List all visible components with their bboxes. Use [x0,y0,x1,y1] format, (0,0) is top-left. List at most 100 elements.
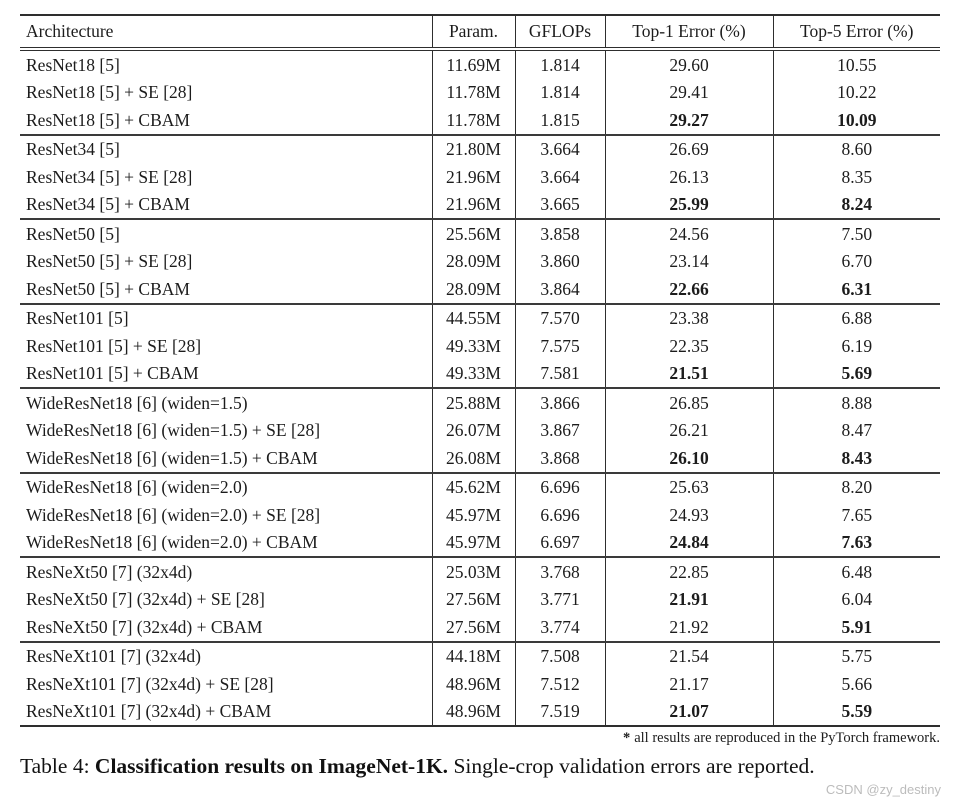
table-row: ResNet18 [5] + CBAM 11.78M 1.815 29.27 10.09 [20,106,940,135]
param-cell: 48.96M [431,670,515,698]
footnote-asterisk: * [622,730,631,746]
table-row: ResNet101 [5] + CBAM 49.33M 7.581 21.51 5.69 [20,359,940,388]
architecture-cell: ResNet18 [5] + CBAM [26,109,190,130]
gflops-cell: 1.814 [514,78,605,106]
gflops-cell: 3.771 [514,585,605,613]
gflops-cell: 7.581 [514,359,605,388]
param-cell: 49.33M [431,332,515,360]
architecture-cell: WideResNet18 [6] (widen=1.5) + CBAM [26,447,318,468]
param-cell: 11.69M [431,49,515,79]
top5-error-cell: 7.50 [772,219,940,248]
architecture-cell: ResNeXt101 [7] (32x4d) + SE [28] [26,673,274,694]
table-row: WideResNet18 [6] (widen=2.0) + SE [28] 45… [20,501,940,529]
table-row: WideResNet18 [6] (widen=1.5) + SE [28] 26… [20,416,940,444]
param-cell: 25.88M [431,388,515,417]
table-row: WideResNet18 [6] (widen=2.0) 45.62M 6.696 2… [20,472,940,501]
table-row: WideResNet18 [6] (widen=2.0) + CBAM 45.97… [20,528,940,557]
param-cell: 48.96M [431,697,515,726]
top1-error-cell: 21.91 [604,585,773,613]
top1-error-cell: 22.66 [604,275,773,304]
top5-error-cell: 8.47 [772,416,940,444]
architecture-cell: ResNet50 [5] + SE [28] [26,251,193,272]
top1-error-cell: 29.27 [604,106,773,135]
results-table: Architecture Param. GFLOPs Top-1 Error (… [20,14,940,727]
architecture-cell: ResNeXt50 [7] (32x4d) [26,561,193,582]
top1-error-cell: 21.51 [604,359,773,388]
table-group: ResNet50 [5] 25.56M 3.858 24.56 7.50 ResNet50… [20,219,940,304]
gflops-cell: 3.774 [514,613,605,642]
top5-error-cell: 5.91 [772,613,940,642]
architecture-cell: ResNet18 [5] [26,54,120,75]
top1-error-cell: 26.13 [604,163,773,191]
top1-error-cell: 25.99 [604,190,773,219]
gflops-cell: 7.575 [514,332,605,360]
architecture-cell: ResNet101 [5] + CBAM [26,363,199,384]
architecture-cell: WideResNet18 [6] (widen=1.5) + SE [28] [26,420,321,441]
architecture-cell: ResNeXt50 [7] (32x4d) + CBAM [26,616,263,637]
param-cell: 27.56M [431,585,515,613]
table-row: ResNeXt50 [7] (32x4d) 25.03M 3.768 22.85 6.4… [20,557,940,586]
architecture-cell: ResNet50 [5] + CBAM [26,278,190,299]
table-group: ResNet18 [5] 11.69M 1.814 29.60 10.55 ResNet1… [20,49,940,135]
gflops-cell: 3.867 [514,416,605,444]
gflops-cell: 3.768 [514,557,605,586]
top1-error-cell: 21.17 [604,670,773,698]
top5-error-cell: 6.04 [772,585,940,613]
top1-error-cell: 21.92 [604,613,773,642]
top1-error-cell: 22.85 [604,557,773,586]
table-row: ResNeXt50 [7] (32x4d) + CBAM 27.56M 3.774 2… [20,613,940,642]
top5-error-cell: 8.43 [772,444,940,473]
param-cell: 28.09M [431,247,515,275]
architecture-cell: ResNet34 [5] + SE [28] [26,166,193,187]
top1-error-cell: 24.56 [604,219,773,248]
top5-error-cell: 7.65 [772,501,940,529]
top5-error-cell: 5.66 [772,670,940,698]
top1-error-cell: 22.35 [604,332,773,360]
param-cell: 49.33M [431,359,515,388]
architecture-cell: WideResNet18 [6] (widen=1.5) [26,392,248,413]
header-param: Param. [431,15,515,51]
top1-error-cell: 26.85 [604,388,773,417]
gflops-cell: 3.866 [514,388,605,417]
table-row: ResNeXt101 [7] (32x4d) + CBAM 48.96M 7.519… [20,697,940,726]
architecture-cell: ResNet101 [5] [26,308,129,329]
architecture-cell: ResNet101 [5] + SE [28] [26,335,202,356]
top1-error-cell: 26.10 [604,444,773,473]
top5-error-cell: 10.09 [772,106,940,135]
gflops-cell: 6.696 [514,472,605,501]
table-row: ResNet101 [5] + SE [28] 49.33M 7.575 22.35 6… [20,332,940,360]
top5-error-cell: 6.48 [772,557,940,586]
param-cell: 21.80M [431,134,515,163]
gflops-cell: 7.570 [514,303,605,332]
caption-rest: Single-crop validation errors are report… [448,754,815,778]
top5-error-cell: 6.19 [772,332,940,360]
architecture-cell: WideResNet18 [6] (widen=2.0) [26,477,248,498]
architecture-cell: ResNeXt50 [7] (32x4d) + SE [28] [26,589,265,610]
header-architecture: Architecture [20,15,432,51]
gflops-cell: 1.815 [514,106,605,135]
gflops-cell: 1.814 [514,49,605,79]
param-cell: 26.08M [431,444,515,473]
top5-error-cell: 6.31 [772,275,940,304]
param-cell: 45.97M [431,501,515,529]
table-group: WideResNet18 [6] (widen=1.5) 25.88M 3.866 2… [20,388,940,473]
architecture-cell: ResNeXt101 [7] (32x4d) [26,646,201,667]
table-row: ResNeXt101 [7] (32x4d) + SE [28] 48.96M 7.… [20,670,940,698]
table-group: ResNeXt50 [7] (32x4d) 25.03M 3.768 22.85 6.4… [20,557,940,642]
param-cell: 25.03M [431,557,515,586]
gflops-cell: 3.664 [514,163,605,191]
table-footnote: * all results are reproduced in the PyTor… [20,730,940,747]
param-cell: 45.97M [431,528,515,557]
gflops-cell: 7.512 [514,670,605,698]
top1-error-cell: 25.63 [604,472,773,501]
table-group: WideResNet18 [6] (widen=2.0) 45.62M 6.696 2… [20,472,940,557]
top5-error-cell: 5.59 [772,697,940,726]
top1-error-cell: 21.54 [604,641,773,670]
top1-error-cell: 29.60 [604,49,773,79]
top1-error-cell: 21.07 [604,697,773,726]
table-row: ResNet34 [5] 21.80M 3.664 26.69 8.60 [20,134,940,163]
gflops-cell: 3.860 [514,247,605,275]
table-caption: Table 4: Classification results on Image… [20,751,937,782]
architecture-cell: ResNet34 [5] [26,139,120,160]
gflops-cell: 7.508 [514,641,605,670]
